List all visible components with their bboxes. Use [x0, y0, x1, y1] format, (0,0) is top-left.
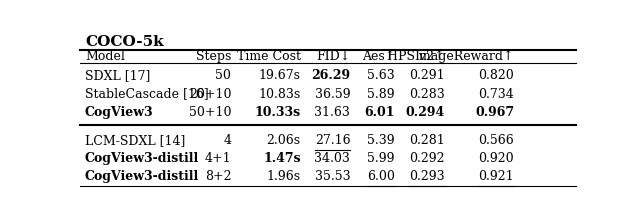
Text: 0.820: 0.820 — [478, 69, 514, 82]
Text: 0.283: 0.283 — [409, 88, 445, 101]
Text: Time Cost: Time Cost — [237, 50, 301, 63]
Text: 0.566: 0.566 — [478, 134, 514, 147]
Text: CogView3-distill: CogView3-distill — [85, 152, 199, 165]
Text: 0.920: 0.920 — [478, 152, 514, 165]
Text: LCM-SDXL [14]: LCM-SDXL [14] — [85, 134, 186, 147]
Text: 36.59: 36.59 — [315, 88, 350, 101]
Text: Steps: Steps — [196, 50, 231, 63]
Text: 50+10: 50+10 — [189, 106, 231, 119]
Text: 5.63: 5.63 — [367, 69, 395, 82]
Text: 34.03: 34.03 — [314, 152, 350, 165]
Text: 50: 50 — [216, 69, 231, 82]
Text: 0.734: 0.734 — [478, 88, 514, 101]
Text: 0.293: 0.293 — [409, 170, 445, 183]
Text: 20+10: 20+10 — [189, 88, 231, 101]
Text: CogView3: CogView3 — [85, 106, 154, 119]
Text: FID↓: FID↓ — [316, 50, 350, 63]
Text: 27.16: 27.16 — [315, 134, 350, 147]
Text: 5.39: 5.39 — [367, 134, 395, 147]
Text: Aes↑: Aes↑ — [362, 50, 395, 63]
Text: CogView3-distill: CogView3-distill — [85, 170, 199, 183]
Text: 4+1: 4+1 — [205, 152, 231, 165]
Text: 5.99: 5.99 — [367, 152, 395, 165]
Text: Model: Model — [85, 50, 125, 63]
Text: StableCascade [16]: StableCascade [16] — [85, 88, 209, 101]
Text: 0.294: 0.294 — [405, 106, 445, 119]
Text: 19.67s: 19.67s — [259, 69, 301, 82]
Text: 5.89: 5.89 — [367, 88, 395, 101]
Text: 0.292: 0.292 — [409, 152, 445, 165]
Text: 6.00: 6.00 — [367, 170, 395, 183]
Text: 35.53: 35.53 — [315, 170, 350, 183]
Text: 31.63: 31.63 — [314, 106, 350, 119]
Text: 6.01: 6.01 — [364, 106, 395, 119]
Text: 26.29: 26.29 — [311, 69, 350, 82]
Text: 1.96s: 1.96s — [267, 170, 301, 183]
Text: 1.47s: 1.47s — [263, 152, 301, 165]
Text: 0.291: 0.291 — [409, 69, 445, 82]
Text: COCO-5k: COCO-5k — [85, 35, 164, 49]
Text: 8+2: 8+2 — [205, 170, 231, 183]
Text: 10.33s: 10.33s — [255, 106, 301, 119]
Text: 10.83s: 10.83s — [259, 88, 301, 101]
Text: ImageReward↑: ImageReward↑ — [415, 50, 514, 63]
Text: HPS v2↑: HPS v2↑ — [387, 50, 445, 63]
Text: 0.921: 0.921 — [478, 170, 514, 183]
Text: 0.967: 0.967 — [475, 106, 514, 119]
Text: SDXL [17]: SDXL [17] — [85, 69, 150, 82]
Text: 2.06s: 2.06s — [267, 134, 301, 147]
Text: 4: 4 — [223, 134, 231, 147]
Text: 0.281: 0.281 — [409, 134, 445, 147]
